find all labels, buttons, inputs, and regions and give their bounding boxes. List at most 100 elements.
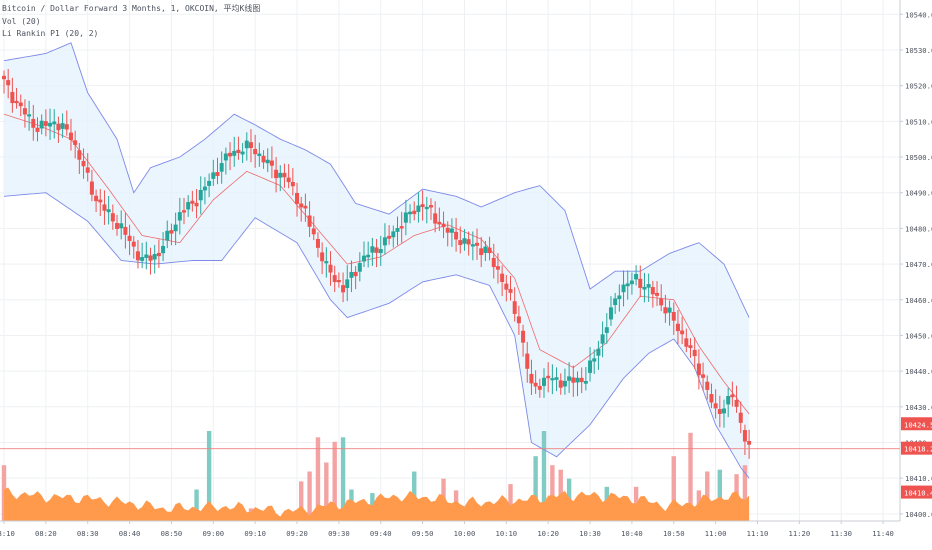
candle-body bbox=[516, 316, 521, 324]
candle-body bbox=[64, 124, 69, 130]
candle-body bbox=[194, 202, 199, 207]
volume-bar bbox=[717, 469, 723, 521]
candle-body bbox=[320, 252, 325, 262]
volume-bar bbox=[307, 471, 312, 521]
candle-body bbox=[659, 298, 664, 306]
price-tick-label: 10530.00 bbox=[905, 46, 932, 55]
candle-body bbox=[709, 394, 714, 403]
candle-body bbox=[416, 205, 421, 212]
candle-body bbox=[391, 231, 396, 238]
price-axis-background bbox=[900, 0, 932, 550]
time-tick-label: 08:10 bbox=[0, 529, 15, 538]
volume-bar bbox=[550, 465, 555, 521]
candle-body bbox=[613, 298, 618, 306]
time-tick-label: 09:40 bbox=[370, 529, 392, 538]
candle-body bbox=[529, 373, 534, 384]
price-label-badge bbox=[901, 485, 932, 499]
candle-body bbox=[27, 114, 32, 117]
price-tick-label: 10430.00 bbox=[905, 403, 932, 412]
candle-body bbox=[722, 408, 726, 414]
candle-body bbox=[671, 312, 676, 321]
candle-body bbox=[39, 120, 44, 129]
candle-body bbox=[684, 338, 689, 347]
candle-body bbox=[621, 284, 626, 293]
symbol-title[interactable]: Bitcoin / Dollar Forward 3 Months, 1, OK… bbox=[2, 4, 261, 13]
candle-body bbox=[106, 209, 111, 213]
candle-body bbox=[253, 148, 258, 155]
candle-body bbox=[35, 127, 40, 132]
candle-body bbox=[638, 278, 643, 288]
candle-body bbox=[115, 223, 120, 229]
time-tick-label: 08:40 bbox=[119, 529, 141, 538]
candle-body bbox=[412, 210, 417, 215]
candle-body bbox=[617, 295, 622, 300]
candle-body bbox=[588, 360, 593, 373]
time-axis-background bbox=[0, 521, 900, 550]
candle-body bbox=[131, 241, 136, 247]
price-tick-label: 10460.00 bbox=[905, 296, 932, 305]
candle-body bbox=[152, 254, 157, 260]
volume-bar bbox=[194, 489, 199, 521]
candle-body bbox=[479, 248, 484, 256]
candle-body bbox=[625, 283, 630, 287]
candle-body bbox=[345, 279, 350, 289]
candle-body bbox=[244, 140, 249, 149]
candle-body bbox=[81, 160, 86, 167]
candle-body bbox=[705, 381, 710, 390]
candle-body bbox=[378, 249, 383, 254]
price-tick-label: 10450.00 bbox=[905, 331, 932, 340]
chart-legend: Bitcoin / Dollar Forward 3 Months, 1, OK… bbox=[2, 3, 260, 41]
volume-bar bbox=[671, 456, 676, 521]
time-tick-label: 11:10 bbox=[747, 529, 769, 538]
volume-bar bbox=[742, 465, 748, 521]
candle-body bbox=[395, 228, 400, 232]
candle-body bbox=[642, 286, 647, 290]
candle-body bbox=[692, 349, 697, 357]
time-tick-label: 09:30 bbox=[328, 529, 350, 538]
candle-body bbox=[738, 412, 743, 423]
candle-body bbox=[349, 271, 354, 278]
price-axis[interactable]: 10540.00 10530.00 10520.00 10510.00 10500.00… bbox=[899, 0, 932, 550]
candle-body bbox=[730, 394, 735, 398]
candles bbox=[2, 68, 752, 459]
time-tick-label: 08:50 bbox=[161, 529, 183, 538]
candle-body bbox=[466, 239, 471, 245]
candle-body bbox=[52, 121, 57, 125]
time-tick-label: 08:20 bbox=[35, 529, 57, 538]
candle-body bbox=[592, 358, 597, 362]
candle-body bbox=[583, 380, 588, 384]
candle-body bbox=[608, 307, 613, 320]
time-axis[interactable]: 08:10 08:20 08:30 08:40 08:50 09:00 09:10 09:20… bbox=[0, 520, 900, 550]
candle-body bbox=[742, 430, 747, 442]
volume-pane bbox=[1, 431, 750, 521]
price-label-badge bbox=[901, 417, 932, 431]
candle-body bbox=[600, 334, 605, 344]
indicator-legend[interactable]: Li Rankin P1 (20, 2) bbox=[2, 29, 99, 38]
candle-body bbox=[550, 378, 555, 381]
time-tick-label: 10:40 bbox=[621, 529, 643, 538]
time-tick-label: 08:30 bbox=[77, 529, 99, 538]
candle-body bbox=[424, 206, 429, 210]
volume-area bbox=[4, 487, 750, 521]
volume-legend[interactable]: Vol (20) bbox=[2, 16, 41, 26]
volume-bar bbox=[299, 481, 304, 521]
candle-body bbox=[487, 247, 492, 254]
candle-body bbox=[307, 215, 312, 227]
candle-body bbox=[533, 382, 538, 387]
candle-body bbox=[646, 284, 651, 288]
price-tick-label: 10540.00 bbox=[905, 10, 932, 19]
candle-body bbox=[165, 230, 170, 241]
candle-body bbox=[596, 348, 601, 356]
volume-bar bbox=[340, 437, 346, 521]
candle-body bbox=[48, 122, 53, 127]
candle-body bbox=[655, 292, 660, 296]
volume-bar bbox=[533, 456, 538, 521]
candle-body bbox=[542, 377, 546, 386]
candle-body bbox=[408, 211, 413, 215]
price-tick-label: 10490.00 bbox=[905, 189, 932, 198]
candle-body bbox=[161, 245, 166, 254]
candle-body bbox=[257, 153, 262, 157]
time-tick-label: 10:30 bbox=[579, 529, 601, 538]
